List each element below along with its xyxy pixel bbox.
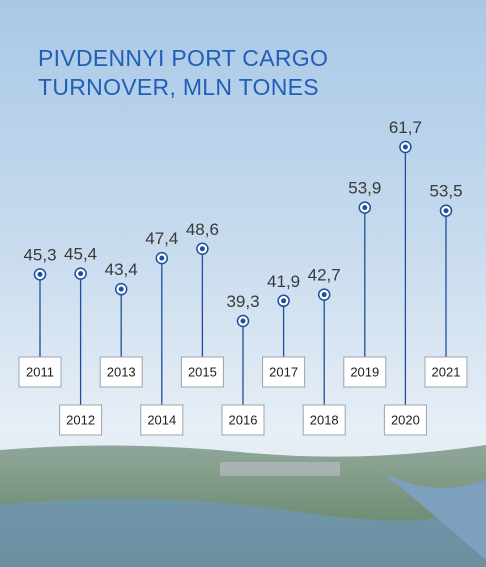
value-label: 39,3 (226, 292, 259, 311)
value-label: 42,7 (308, 266, 341, 285)
value-label: 48,6 (186, 220, 219, 239)
value-label: 53,9 (348, 179, 381, 198)
dot (321, 292, 327, 298)
year-box (302, 404, 346, 436)
year-label: 2021 (432, 364, 461, 379)
year-label: 2019 (350, 364, 379, 379)
year-label: 2018 (310, 412, 339, 427)
value-label: 47,4 (145, 229, 178, 248)
year-label: 2012 (66, 412, 95, 427)
value-label: 45,4 (64, 245, 97, 264)
value-label: 61,7 (389, 118, 422, 137)
port (220, 462, 340, 476)
year-box (180, 356, 224, 388)
year-box (383, 404, 427, 436)
dot (281, 298, 287, 304)
dot (118, 286, 124, 292)
year-box (262, 356, 306, 388)
year-box (343, 356, 387, 388)
year-label: 2014 (147, 412, 176, 427)
year-box (59, 404, 103, 436)
year-box (99, 356, 143, 388)
value-label: 53,5 (429, 182, 462, 201)
value-label: 43,4 (105, 260, 138, 279)
year-box (140, 404, 184, 436)
river (380, 470, 486, 560)
dot (37, 271, 43, 277)
year-label: 2016 (229, 412, 258, 427)
value-label: 41,9 (267, 272, 300, 291)
dot (362, 205, 368, 211)
year-label: 2015 (188, 364, 217, 379)
year-label: 2011 (26, 364, 54, 379)
year-label: 2017 (269, 364, 298, 379)
dot (78, 271, 84, 277)
dot (159, 255, 165, 261)
dot (199, 246, 205, 252)
year-box (424, 356, 468, 388)
year-box (18, 356, 62, 388)
chart-title: PIVDENNYI PORT CARGO TURNOVER, MLN TONES (38, 45, 329, 100)
year-label: 2013 (107, 364, 136, 379)
dot (240, 318, 246, 324)
value-label: 45,3 (23, 245, 56, 264)
year-box (221, 404, 265, 436)
dot (443, 208, 449, 214)
water (0, 498, 486, 567)
year-label: 2020 (391, 412, 420, 427)
dot (402, 144, 408, 150)
